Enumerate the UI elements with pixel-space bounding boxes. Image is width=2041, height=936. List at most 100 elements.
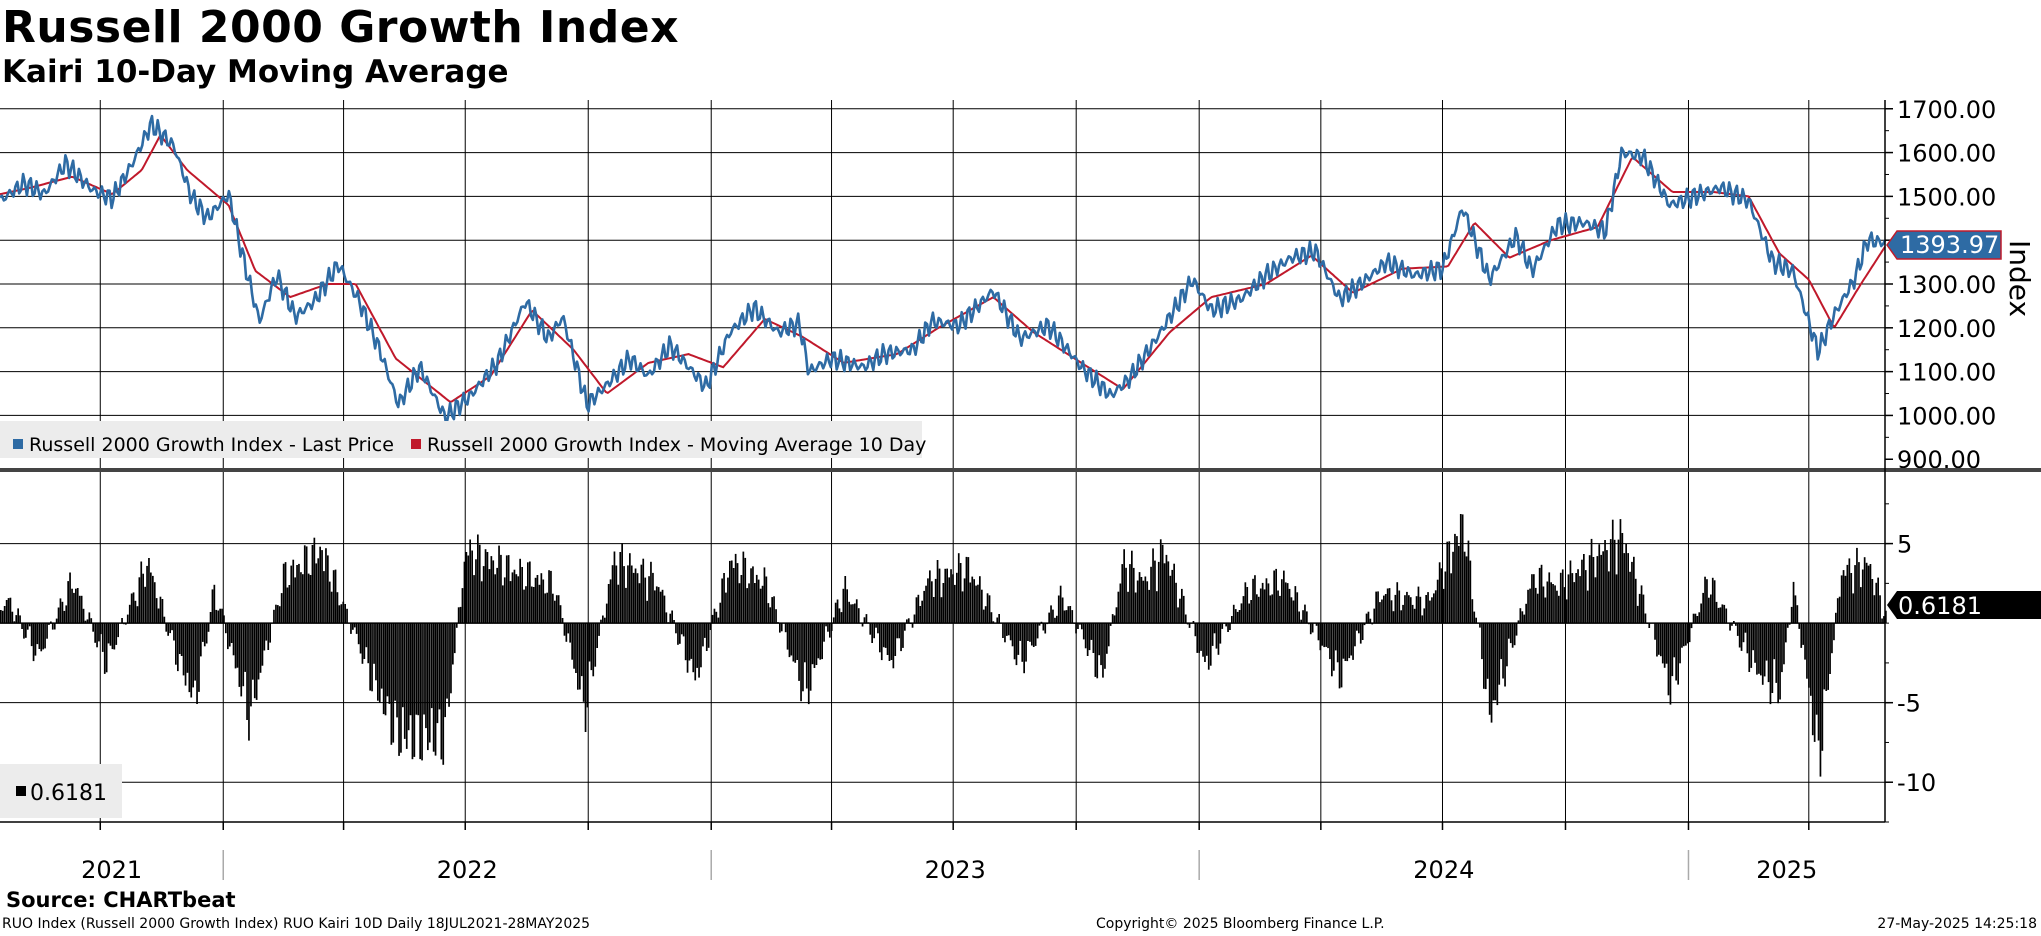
- kairi-bar: [396, 623, 398, 718]
- kairi-bar: [86, 619, 89, 624]
- kairi-bar: [823, 623, 825, 642]
- kairi-bar: [417, 623, 420, 716]
- kairi-bar: [1508, 623, 1510, 639]
- kairi-bar: [798, 623, 800, 681]
- kairi-bar: [894, 623, 897, 656]
- kairi-bar: [1257, 596, 1260, 624]
- kairi-bar: [96, 623, 98, 648]
- kairi-bar: [502, 585, 504, 624]
- kairi-bar: [1725, 608, 1728, 624]
- kairi-bar: [1756, 623, 1758, 675]
- kairi-bar: [992, 621, 995, 624]
- kairi-bar: [1284, 582, 1287, 624]
- kairi-bar: [1692, 613, 1695, 624]
- kairi-bar: [1067, 606, 1070, 624]
- kairi-bar: [759, 588, 762, 624]
- kairi-bar: [1563, 587, 1566, 624]
- kairi-bar: [711, 614, 714, 624]
- kairi-bar: [1371, 623, 1374, 625]
- kairi-y-tick-label: -5: [1897, 690, 1921, 718]
- kairi-bar: [1013, 623, 1016, 660]
- kairi-bar: [721, 578, 723, 624]
- kairi-bar: [636, 573, 639, 624]
- kairi-bar: [873, 623, 875, 639]
- kairi-bar: [1263, 589, 1266, 624]
- kairi-bar: [1340, 623, 1343, 688]
- kairi-bar: [1619, 519, 1622, 624]
- kairi-bar: [684, 623, 687, 661]
- kairi-bar: [1134, 592, 1137, 624]
- kairi-bar: [623, 566, 625, 624]
- kairi-bar: [1633, 556, 1635, 624]
- kairi-bar: [1194, 623, 1197, 637]
- kairi-bar: [717, 617, 720, 624]
- kairi-bar: [107, 623, 110, 644]
- kairi-bar: [202, 623, 204, 642]
- kairi-bar: [1406, 591, 1408, 624]
- kairi-bar: [192, 623, 194, 688]
- kairi-bar: [738, 583, 741, 624]
- kairi-bar: [378, 623, 381, 703]
- kairi-bar: [1646, 623, 1649, 624]
- kairi-bar: [1167, 561, 1170, 624]
- kairi-bar: [848, 601, 850, 624]
- kairi-bar: [1609, 539, 1612, 624]
- kairi-bar: [90, 618, 93, 624]
- kairi-bar: [1771, 623, 1774, 693]
- kairi-bar: [1456, 536, 1458, 624]
- kairi-bar: [1850, 573, 1853, 624]
- kairi-bar: [282, 563, 285, 624]
- kairi-bar: [463, 561, 466, 624]
- kairi-bar: [255, 623, 258, 700]
- kairi-bar: [1808, 623, 1810, 688]
- kairi-bar: [1171, 569, 1174, 624]
- kairi-bar: [1686, 623, 1689, 644]
- kairi-bar: [503, 577, 506, 624]
- kairi-bar: [1179, 598, 1181, 624]
- kairi-bar: [207, 623, 210, 632]
- kairi-bar: [1107, 623, 1110, 647]
- kairi-bar: [963, 578, 966, 624]
- kairi-bar: [1104, 623, 1106, 669]
- kairi-bar: [1708, 597, 1710, 624]
- kairi-bar: [1736, 623, 1739, 636]
- kairi-bar: [1140, 577, 1143, 624]
- kairi-bar: [1521, 611, 1524, 624]
- kairi-bar: [1700, 603, 1702, 624]
- kairi-bar: [1454, 533, 1456, 624]
- kairi-bar: [1469, 560, 1472, 624]
- kairi-bar: [455, 623, 458, 628]
- kairi-bar: [1400, 610, 1402, 624]
- kairi-bar: [7, 598, 10, 624]
- kairi-bar: [1540, 564, 1543, 624]
- kairi-bar: [1298, 611, 1300, 624]
- kairi-bar: [303, 545, 306, 624]
- kairi-bar: [1392, 611, 1395, 624]
- kairi-bar: [1082, 623, 1085, 640]
- kairi-bar: [1861, 569, 1864, 624]
- kairi-bar: [317, 558, 320, 624]
- kairi-bar: [1069, 606, 1072, 624]
- kairi-bar: [1036, 623, 1039, 639]
- kairi-bar: [1625, 544, 1627, 624]
- kairi-bar: [642, 558, 645, 624]
- kairi-bar: [1811, 623, 1814, 736]
- kairi-bar: [1765, 623, 1768, 661]
- kairi-bar: [42, 623, 44, 650]
- kairi-bar: [169, 623, 171, 634]
- kairi-bar: [563, 623, 566, 636]
- axis-layer: 2021 2022 2023 2024 2025 1700.00 1600.00 1500.0…: [0, 96, 2041, 884]
- kairi-bar: [1798, 623, 1801, 629]
- kairi-bar: [298, 563, 300, 624]
- kairi-bar: [1836, 598, 1839, 624]
- kairi-bar: [130, 593, 133, 624]
- kairi-bar: [975, 585, 977, 624]
- kairi-bar: [821, 623, 823, 660]
- kairi-bar: [386, 623, 389, 697]
- kairi-bar: [952, 574, 954, 624]
- kairi-bar: [629, 553, 631, 624]
- kairi-bar: [1331, 623, 1333, 677]
- kairi-bar: [1744, 623, 1747, 633]
- kairi-bar: [982, 609, 985, 624]
- kairi-bar: [1704, 576, 1706, 624]
